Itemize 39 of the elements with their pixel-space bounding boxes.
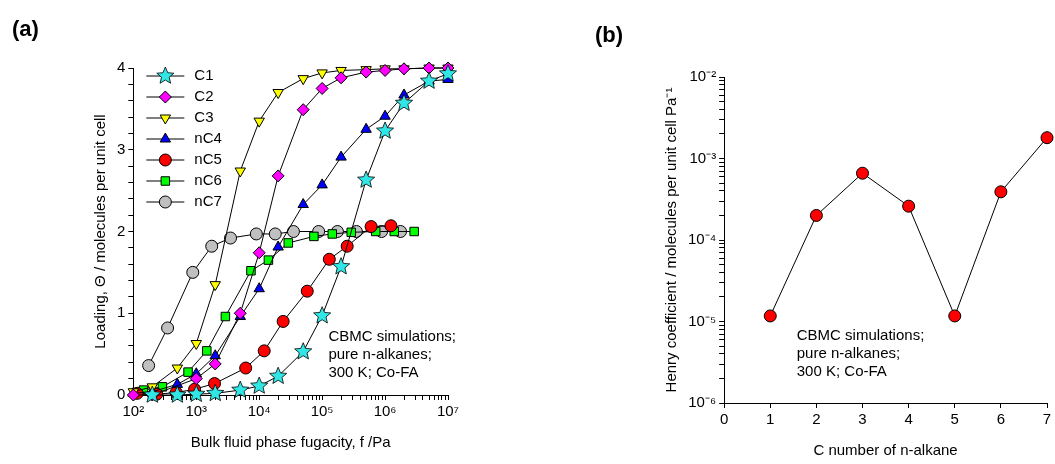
x-tick-label: 4 [904, 410, 913, 428]
y-tick-label: 10⁻⁵ [688, 311, 717, 329]
y-tick-label: 0 [117, 385, 126, 403]
y-tick-label: 10⁻² [689, 67, 717, 85]
y-tick-label: 10⁻⁶ [688, 393, 717, 411]
x-tick-label: 2 [812, 410, 821, 428]
x-tick-label: 10⁷ [436, 402, 460, 420]
x-tick-label: 0 [719, 410, 729, 428]
y-axis-title: Loading, Θ / molecules per unit cell [91, 114, 109, 349]
y-tick-label: 10⁻³ [689, 148, 717, 166]
legend-label: nC4 [194, 129, 222, 147]
annotation: CBMC simulations; pure n-alkanes; 300 K; Co-FA [328, 327, 456, 381]
x-tick-label: 10⁵ [310, 402, 334, 420]
x-tick-label: 5 [950, 410, 959, 428]
chart-title: (b) [595, 22, 624, 48]
x-tick-label: 3 [858, 410, 867, 428]
legend-label: C1 [194, 66, 214, 84]
legend-label: nC6 [194, 171, 222, 189]
x-tick-label: 7 [1042, 410, 1052, 428]
x-tick-label: 10⁴ [247, 402, 271, 420]
y-tick-label: 3 [117, 139, 126, 157]
y-tick-label: 10⁻⁴ [687, 230, 717, 248]
legend-label: nC5 [194, 150, 222, 168]
legend-label: nC7 [194, 192, 222, 210]
x-axis-title: C number of n-alkane [813, 441, 958, 459]
y-tick-label: 2 [117, 221, 126, 239]
x-axis-title: Bulk fluid phase fugacity, f /Pa [190, 433, 392, 451]
y-tick-label: 1 [117, 303, 126, 321]
x-tick-label: 1 [766, 410, 775, 428]
x-tick-label: 10³ [185, 402, 208, 420]
annotation: CBMC simulations; pure n-alkanes; 300 K; Co-FA [796, 325, 925, 379]
x-tick-label: 6 [996, 410, 1006, 428]
x-tick-label: 10⁶ [373, 402, 397, 420]
legend-label: C3 [194, 108, 214, 126]
legend-label: C2 [194, 87, 214, 105]
y-axis-title: Henry coefficient / molecules per unit cell Pa⁻¹ [662, 87, 680, 393]
x-tick-label: 10² [122, 402, 145, 420]
chart-title: (a) [12, 16, 39, 42]
y-tick-label: 4 [117, 58, 126, 76]
